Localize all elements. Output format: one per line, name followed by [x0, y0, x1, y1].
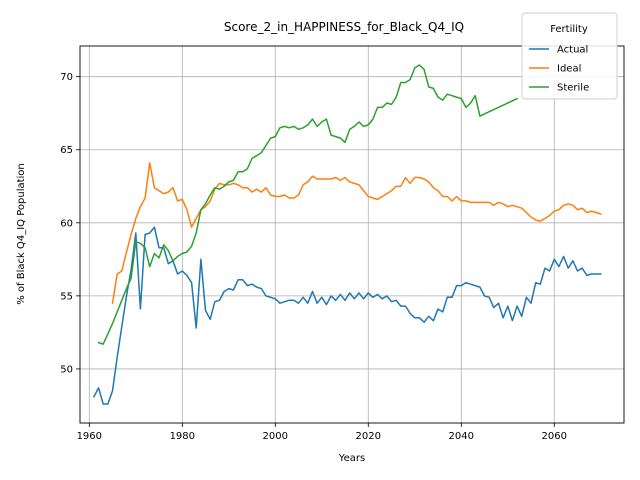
series-line-actual: [92, 226, 602, 405]
series-line-ideal: [111, 162, 602, 305]
legend-label-ideal: Ideal: [557, 64, 581, 75]
x-tick-label: 2040: [449, 431, 474, 442]
x-tick-label: 1980: [170, 431, 195, 442]
chart-title: Score_2_in_HAPPINESS_for_Black_Q4_IQ: [224, 20, 464, 34]
legend-box: [521, 12, 618, 100]
y-tick-label: 50: [60, 364, 73, 375]
legend-label-actual: Actual: [557, 45, 588, 56]
series-layer: [92, 64, 602, 405]
legend-label-sterile: Sterile: [557, 83, 589, 94]
axes: 1960 1980 2000 2020 2040 2060 50 55 60 65 70: [60, 72, 567, 442]
x-tick-label: 1960: [77, 431, 102, 442]
legend-entries: Actual Ideal Sterile: [529, 45, 589, 94]
plot-frame: [79, 45, 625, 424]
series-line-sterile: [97, 64, 519, 345]
x-tick-label: 2060: [542, 431, 567, 442]
y-axis-title: % of Black Q4_IQ Population: [16, 163, 27, 305]
legend-title: Fertility: [550, 24, 588, 35]
x-tick-label: 2020: [356, 431, 381, 442]
x-tick-label: 2000: [263, 431, 288, 442]
legend: Fertility Actual Ideal Sterile: [521, 12, 618, 100]
x-axis-title: Years: [338, 453, 365, 464]
y-tick-label: 60: [60, 218, 73, 229]
y-tick-label: 70: [60, 72, 73, 83]
y-tick-label: 55: [60, 291, 73, 302]
y-tick-label: 65: [60, 145, 73, 156]
